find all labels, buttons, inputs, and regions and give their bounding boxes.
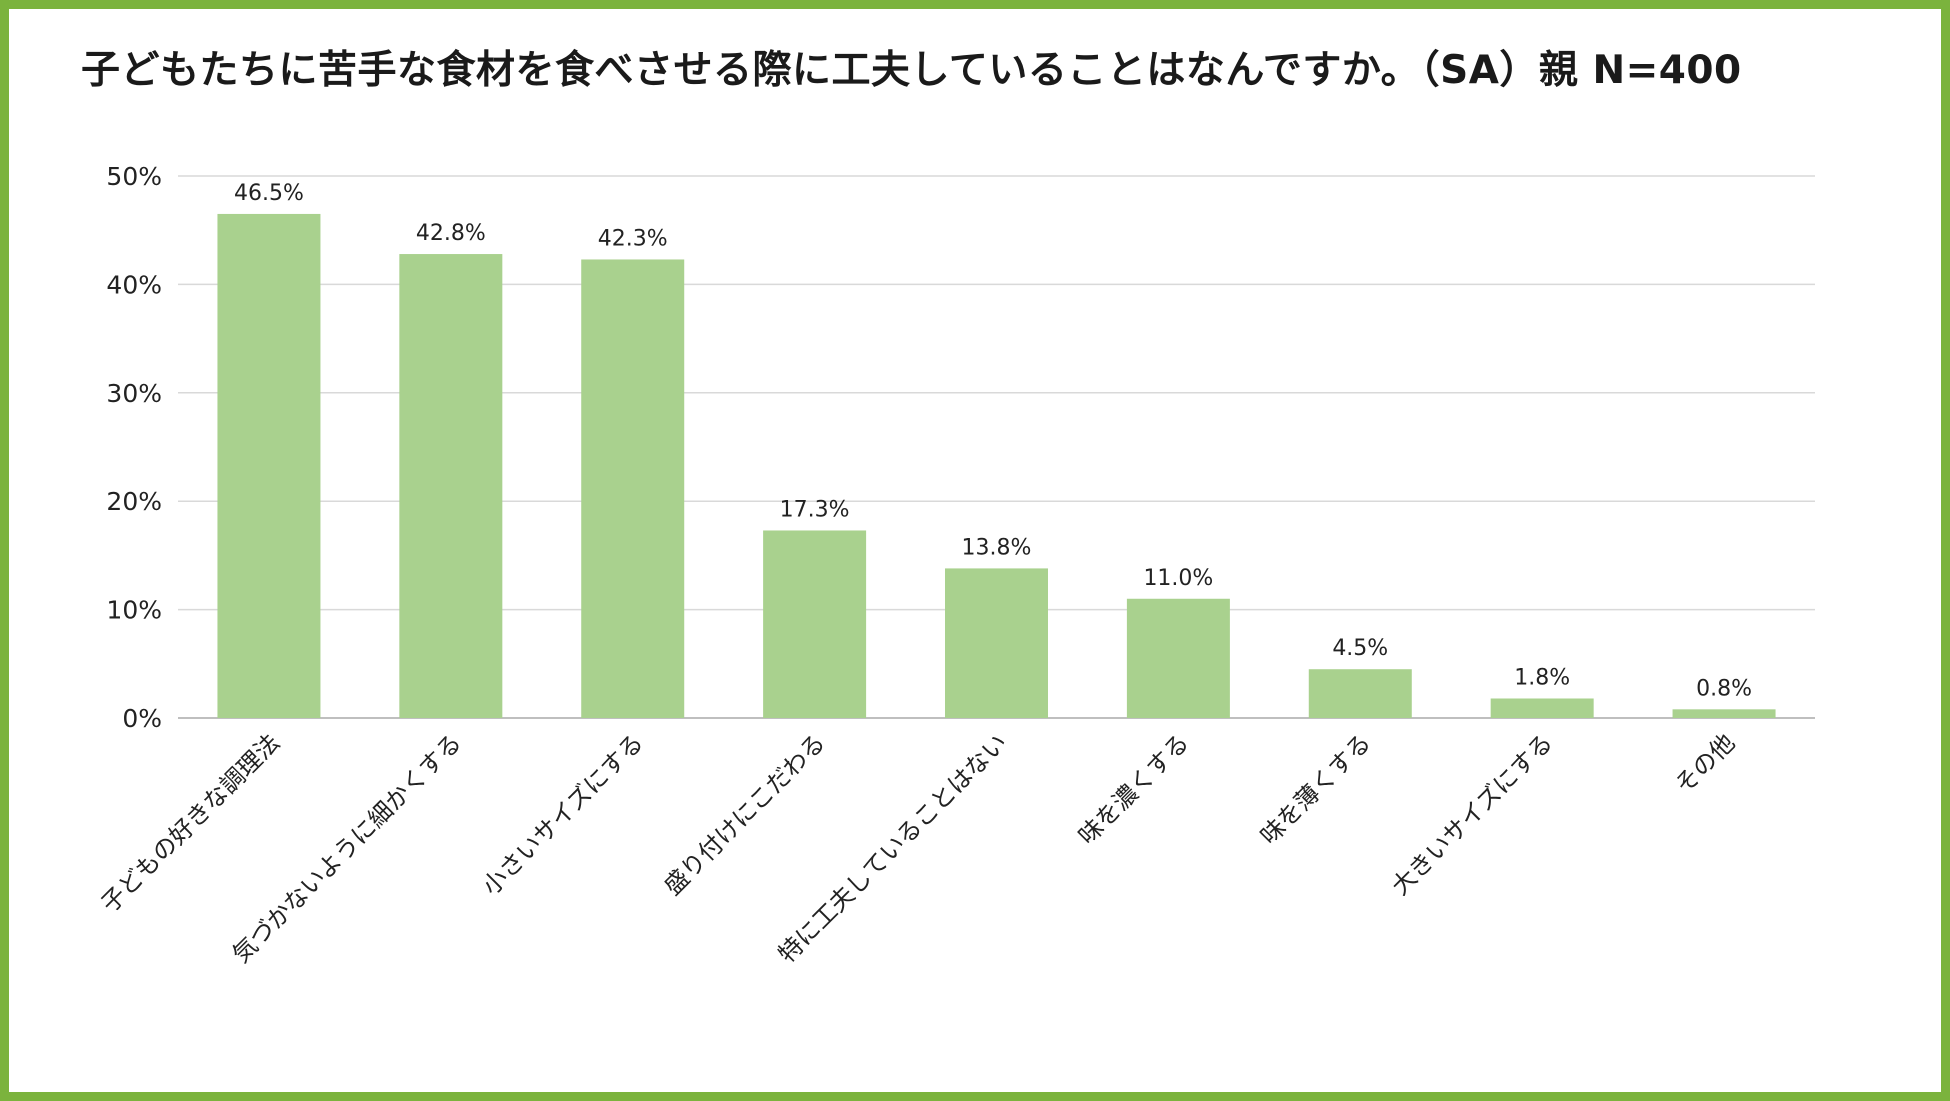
y-tick-label: 0% [122,704,162,733]
data-label: 0.8% [1696,676,1752,701]
category-label: その他 [1670,728,1741,799]
y-tick-label: 40% [106,270,162,299]
bar [217,213,321,718]
y-tick-label: 50% [106,162,162,191]
y-axis-tick-labels: 0% 10% 20% 30% 40% 50% [106,162,162,733]
chart-title: 子どもたちに苦手な食材を食べさせる際に工夫していることはなんですか。（SA）親 … [81,48,1742,93]
category-label: 盛り付けにこだわる [659,728,831,900]
data-label: 42.3% [598,226,668,251]
bar [1490,698,1594,718]
data-label: 46.5% [234,181,304,206]
data-labels: 46.5% 42.8% 42.3% 17.3% 13.8% 11.0% 4.5% 1.8% 0.… [234,181,1752,701]
data-label: 11.0% [1143,566,1213,591]
category-label: 味を薄くする [1255,728,1377,850]
bar [1308,669,1412,718]
data-label: 42.8% [416,221,486,246]
bar [1672,709,1776,718]
bar [763,530,867,718]
y-tick-label: 30% [106,379,162,408]
data-label: 4.5% [1332,636,1388,661]
bar [1126,598,1230,718]
data-label: 1.8% [1514,665,1570,690]
data-label: 13.8% [962,535,1032,560]
bar [945,568,1048,718]
category-label: 味を濃くする [1073,728,1195,850]
category-label: 大きいサイズにする [1386,728,1558,900]
category-label: 小さいサイズにする [477,728,649,900]
y-tick-label: 10% [106,596,162,625]
bar [581,259,685,718]
bar [399,254,503,718]
bars [217,213,1776,718]
category-label: 子どもの好きな調理法 [96,728,286,918]
y-tick-label: 20% [106,487,162,516]
data-label: 17.3% [780,497,850,522]
